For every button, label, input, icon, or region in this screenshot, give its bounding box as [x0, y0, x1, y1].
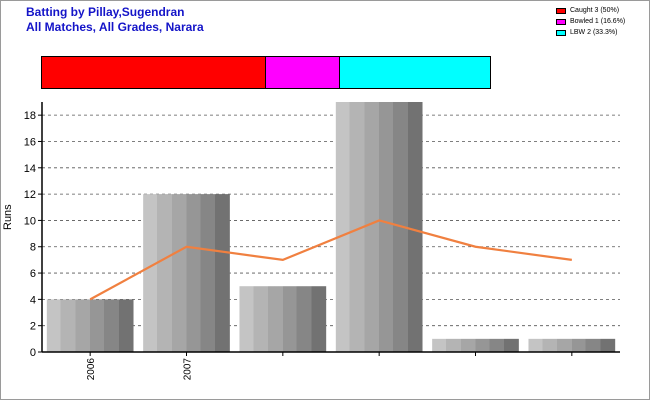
bar — [143, 194, 230, 352]
bar — [239, 286, 327, 352]
legend-swatch-lbw — [556, 29, 566, 36]
legend-item-bowled: Bowled 1 (16.6%) — [556, 16, 625, 27]
bar — [335, 102, 423, 352]
y-tick-label: 0 — [30, 347, 36, 359]
legend-label-bowled: Bowled 1 (16.6%) — [570, 18, 626, 25]
y-tick-label: 6 — [30, 268, 36, 280]
x-tick-label: 2006 — [86, 358, 97, 381]
y-tick-label: 14 — [24, 163, 36, 175]
stack-segment-lbw — [340, 57, 490, 88]
bar — [46, 299, 134, 352]
stack-segment-bowled — [266, 57, 341, 88]
y-tick-label: 12 — [24, 189, 36, 201]
legend-label-lbw: LBW 2 (33.3%) — [570, 29, 618, 36]
legend-swatch-caught — [556, 7, 566, 14]
legend-item-caught: Caught 3 (50%) — [556, 5, 625, 16]
legend: Caught 3 (50%) Bowled 1 (16.6%) LBW 2 (3… — [556, 5, 625, 38]
dismissal-stacked-bar — [41, 56, 491, 89]
y-tick-label: 4 — [30, 294, 36, 306]
legend-item-lbw: LBW 2 (33.3%) — [556, 27, 625, 38]
bar — [432, 338, 519, 352]
legend-swatch-bowled — [556, 18, 566, 25]
y-tick-label: 10 — [24, 215, 36, 227]
average-line — [89, 219, 572, 301]
legend-label-caught: Caught 3 (50%) — [570, 7, 620, 14]
y-tick-label: 8 — [30, 242, 36, 254]
y-tick-label: 16 — [24, 136, 36, 148]
chart-title-line1: Batting by Pillay,Sugendran — [26, 5, 185, 19]
stack-segment-caught — [42, 57, 266, 88]
x-tick-label: 2007 — [183, 358, 194, 381]
y-tick-label: 2 — [30, 321, 36, 333]
bar — [528, 338, 616, 352]
y-tick-label: 18 — [24, 110, 36, 122]
y-axis-label: Runs — [2, 204, 14, 230]
chart-title-line2: All Matches, All Grades, Narara — [26, 20, 204, 34]
